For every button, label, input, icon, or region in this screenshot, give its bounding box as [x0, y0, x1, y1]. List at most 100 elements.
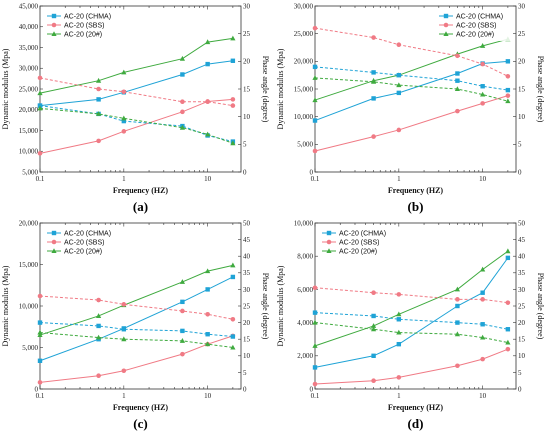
y-axis-title: Dynamic modulus (Mpa): [276, 48, 285, 129]
data-point-series-2: [371, 134, 376, 139]
series-line-3: [39, 37, 233, 94]
legend-label: AC-20 (SBS): [339, 239, 379, 246]
legend-label: AC-20 (20#): [339, 248, 377, 255]
y2-tick-label: 45: [518, 236, 526, 244]
data-point-series-5: [505, 300, 511, 305]
data-point-series-6: [230, 140, 236, 146]
series-line-3: [39, 264, 233, 336]
data-point-series-4: [180, 328, 185, 334]
y2-tick-label: 5: [518, 369, 522, 377]
data-point-series-2: [37, 380, 43, 385]
series-line-1: [39, 276, 234, 362]
series-line-2: [314, 348, 509, 385]
y-tick-label: 4,000: [297, 319, 313, 327]
legend-label: AC-20 (SBS): [64, 22, 104, 29]
data-point-series-1: [37, 358, 43, 363]
legend-label: AC-20 (CHMA): [456, 13, 503, 20]
x-axis-title: Frequency (HZ): [113, 403, 169, 412]
data-point-series-1: [230, 58, 236, 63]
y-tick-label: 15,000: [19, 127, 39, 135]
y-tick-label: 6,000: [297, 286, 313, 294]
data-point-series-3: [37, 90, 43, 96]
y2-tick-label: 5: [518, 141, 522, 149]
y-tick-label: 15,000: [294, 85, 314, 93]
y2-tick-label: 0: [243, 168, 247, 176]
y2-tick-label: 15: [243, 85, 251, 93]
data-point-series-2: [505, 346, 511, 352]
series-line-5: [39, 77, 233, 107]
data-point-series-3: [179, 55, 186, 61]
data-point-series-5: [480, 297, 485, 302]
legend: AC-20 (CHMA) AC-20 (SBS) AC-20 (20#): [44, 227, 120, 258]
data-point-series-2: [371, 378, 376, 383]
legend-swatch-marker: [51, 248, 57, 253]
y2-tick-label: 25: [518, 302, 526, 310]
y2-tick-label: 30: [518, 286, 526, 294]
data-point-series-2: [505, 93, 511, 98]
data-point-series-4: [480, 84, 485, 89]
data-point-series-6: [179, 338, 186, 343]
x-tick-label: 0.1: [311, 175, 320, 183]
y2-tick-label: 0: [518, 168, 522, 176]
data-point-series-3: [230, 262, 236, 268]
data-point-series-4: [230, 334, 236, 339]
data-point-series-4: [96, 323, 101, 329]
y2-axis-title: Phase angle (degree): [261, 273, 270, 340]
y-tick-label: 30,000: [294, 2, 314, 10]
y-tick-label: 45,000: [19, 2, 39, 10]
data-point-series-5: [455, 53, 460, 59]
data-point-series-6: [95, 334, 102, 340]
series-line-5: [39, 295, 233, 320]
legend-label: AC-20 (SBS): [64, 239, 104, 246]
data-point-series-1: [205, 287, 210, 292]
legend-label: AC-20 (CHMA): [339, 230, 386, 237]
data-point-series-6: [95, 111, 102, 116]
data-point-series-5: [505, 73, 511, 79]
y2-tick-label: 40: [518, 253, 526, 261]
series-line-3: [314, 38, 509, 101]
legend: AC-20 (CHMA) AC-20 (SBS) AC-20 (20#): [319, 227, 395, 258]
y-tick-label: 20,000: [19, 106, 39, 114]
legend-swatch-marker: [443, 22, 449, 28]
data-point-series-5: [396, 42, 402, 48]
data-point-series-3: [505, 248, 511, 254]
data-point-series-4: [505, 327, 511, 332]
data-point-series-5: [180, 308, 185, 314]
y-tick-label: 20,000: [294, 58, 314, 66]
data-point-series-6: [121, 115, 127, 121]
data-point-series-1: [455, 71, 460, 76]
y-tick-label: 0: [35, 385, 39, 393]
data-point-series-6: [396, 329, 402, 335]
legend-label: AC-20 (SBS): [456, 22, 496, 29]
data-point-series-6: [454, 86, 461, 91]
data-point-series-2: [180, 109, 185, 115]
data-point-series-5: [121, 302, 127, 307]
panel-label: (a): [133, 199, 148, 214]
x-tick-label: 10: [204, 175, 212, 183]
y2-tick-label: 5: [243, 141, 247, 149]
y-tick-label: 40,000: [19, 23, 39, 31]
data-point-series-3: [480, 43, 486, 48]
y-axis-title: Dynamic modulus (Mpa): [276, 265, 285, 346]
data-point-series-5: [455, 297, 460, 302]
data-point-series-4: [480, 322, 485, 327]
data-point-series-5: [205, 312, 210, 317]
y-tick-label: 5,000: [297, 141, 313, 149]
data-point-series-3: [370, 323, 377, 328]
chart-panel-1: 0.1 1 10 5,000 10,000 15,000 20,000 25,000 30,00…: [1, 2, 270, 214]
series-line-4: [39, 105, 233, 143]
y-tick-label: 8,000: [297, 253, 313, 261]
data-point-series-6: [205, 131, 211, 137]
data-point-series-6: [37, 329, 43, 335]
data-point-series-5: [230, 316, 236, 322]
y2-tick-label: 50: [243, 219, 251, 227]
data-point-series-2: [396, 375, 402, 380]
data-point-series-1: [505, 255, 511, 261]
data-point-series-6: [370, 79, 377, 84]
data-point-series-6: [505, 98, 511, 104]
legend-swatch-marker: [326, 230, 332, 236]
data-point-series-5: [312, 25, 318, 31]
data-point-series-6: [370, 326, 377, 332]
y2-tick-label: 50: [518, 219, 526, 227]
data-point-series-4: [121, 118, 127, 124]
